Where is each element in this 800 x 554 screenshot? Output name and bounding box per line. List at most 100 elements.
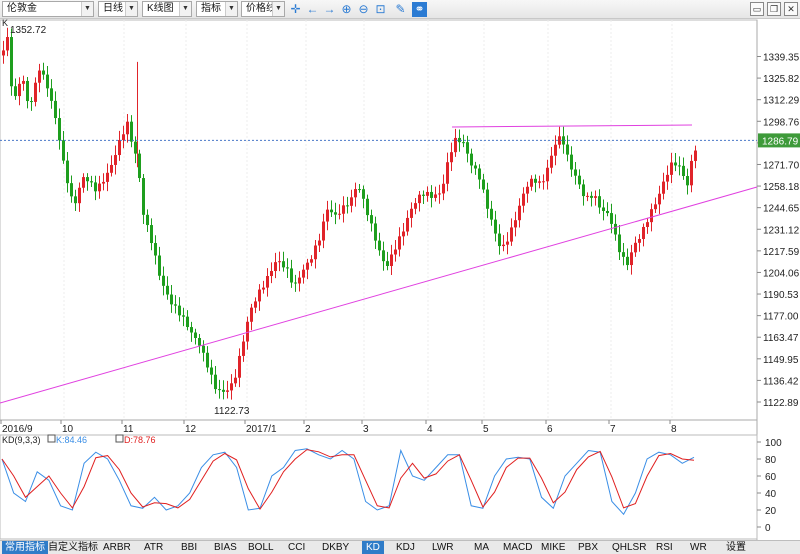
tab-3[interactable]: ATR (144, 542, 164, 553)
minimize-icon[interactable]: ▭ (750, 2, 764, 16)
zoom-out-icon[interactable]: ⊖ (358, 2, 369, 16)
candle-up (342, 205, 345, 214)
price-tick-label: 1204.06 (763, 268, 800, 279)
candle-down (146, 214, 149, 226)
candle-up (278, 261, 281, 263)
candle-down (10, 37, 13, 87)
chart-type-value: K线图 (147, 3, 174, 14)
tab-6[interactable]: BOLL (248, 542, 274, 553)
candle-up (302, 269, 305, 278)
date-label: 10 (62, 424, 74, 435)
candle-up (662, 181, 665, 194)
period-select[interactable]: 日线 ▼ (98, 1, 138, 17)
candle-down (130, 121, 133, 142)
zoom-in-icon[interactable]: ⊕ (341, 2, 352, 16)
date-label: 4 (427, 424, 433, 435)
candle-down (202, 345, 205, 353)
arrow-left-icon[interactable]: ← (306, 2, 319, 16)
candle-up (118, 140, 121, 156)
tab-17[interactable]: RSI (656, 542, 673, 553)
date-label: 7 (610, 424, 616, 435)
crosshair-icon[interactable]: ✛ (290, 2, 301, 16)
candle-up (254, 301, 257, 308)
close-icon[interactable]: ✕ (784, 2, 798, 16)
instrument-select[interactable]: 伦敦金 ▼ (2, 1, 94, 17)
chevron-down-icon: ▼ (179, 2, 191, 16)
date-label: 2017/1 (246, 424, 277, 435)
candle-down (562, 136, 565, 145)
candle-up (538, 181, 541, 183)
candle-down (610, 213, 613, 224)
indicator-value: 指标 (201, 3, 221, 14)
chart-canvas[interactable]: 1339.351325.821312.291298.761285.231271.… (0, 0, 800, 540)
candle-up (650, 209, 653, 223)
fit-window-icon[interactable]: ⊡ (375, 2, 386, 16)
tab-12[interactable]: MA (474, 542, 489, 553)
candle-up (542, 181, 545, 183)
tab-10[interactable]: KDJ (396, 542, 415, 553)
candle-up (34, 82, 37, 102)
link-icon[interactable]: ⚭ (412, 2, 427, 17)
tab-9[interactable]: KD (362, 541, 384, 554)
candle-down (430, 191, 433, 198)
candle-down (194, 332, 197, 338)
tab-1[interactable]: 自定义指标 (48, 542, 98, 553)
pencil-icon[interactable]: ✎ (395, 2, 406, 16)
price-tick-label: 1271.70 (763, 160, 800, 171)
arrow-right-icon[interactable]: → (323, 2, 336, 16)
d-checkbox (115, 434, 124, 443)
candle-down (626, 256, 629, 266)
tab-18[interactable]: WR (690, 542, 707, 553)
candle-down (134, 141, 137, 154)
candle-up (510, 227, 513, 242)
tab-7[interactable]: CCI (288, 542, 306, 553)
indicator-select[interactable]: 指标 ▼ (196, 1, 238, 17)
kd-tick-label: 60 (765, 472, 777, 483)
candle-down (674, 162, 677, 166)
candle-up (398, 236, 401, 250)
candle-up (638, 239, 641, 243)
candle-down (358, 189, 361, 191)
candle-down (582, 184, 585, 197)
candle-down (574, 169, 577, 176)
chart-type-select[interactable]: K线图 ▼ (142, 1, 192, 17)
candle-down (578, 175, 581, 185)
price-tick-label: 1312.29 (763, 96, 800, 107)
tab-0[interactable]: 常用指标 (2, 541, 48, 554)
candle-down (162, 275, 165, 286)
tab-11[interactable]: LWR (432, 542, 454, 553)
candle-up (406, 217, 409, 232)
tab-13[interactable]: MACD (503, 542, 533, 553)
candle-down (178, 305, 181, 316)
tab-15[interactable]: PBX (578, 542, 599, 553)
price-tick-label: 1122.89 (763, 398, 799, 409)
candle-down (458, 137, 461, 143)
candle-down (474, 165, 477, 169)
restore-icon[interactable]: ❐ (767, 2, 781, 16)
tab-14[interactable]: MIKE (541, 542, 566, 553)
price-tick-label: 1244.65 (763, 204, 800, 215)
main-chart-label: K (2, 18, 8, 28)
tab-8[interactable]: DKBY (322, 542, 350, 553)
candle-down (534, 178, 537, 183)
line-tool-select[interactable]: 价格线 ▼ (241, 1, 285, 17)
candle-up (2, 50, 5, 56)
tab-4[interactable]: BBI (181, 542, 198, 553)
candle-down (150, 225, 153, 244)
candle-up (262, 287, 265, 290)
chevron-down-icon: ▼ (81, 2, 93, 16)
tab-2[interactable]: ARBR (103, 542, 131, 553)
candle-down (478, 168, 481, 180)
candle-up (322, 221, 325, 241)
candle-up (234, 377, 237, 384)
tab-5[interactable]: BIAS (214, 542, 237, 553)
candle-down (374, 223, 377, 241)
candle-up (258, 289, 261, 302)
period-value: 日线 (103, 3, 123, 14)
candle-up (246, 321, 249, 342)
tab-16[interactable]: QHLSR (612, 542, 647, 553)
candle-down (50, 88, 53, 101)
tab-19[interactable]: 设置 (726, 542, 746, 553)
candle-up (630, 252, 633, 266)
candle-up (338, 213, 341, 215)
